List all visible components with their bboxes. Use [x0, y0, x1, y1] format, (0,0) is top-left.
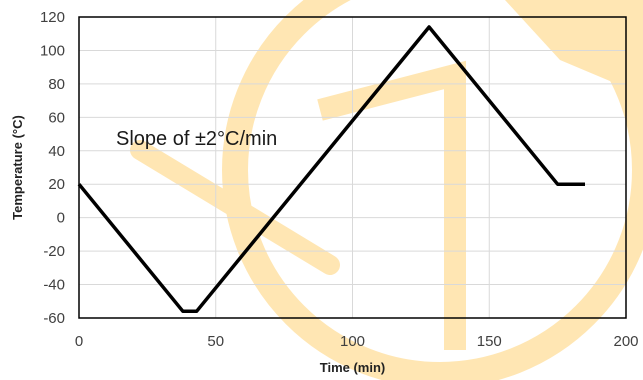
x-axis-tick-labels: 0 50 100 150 200 [75, 333, 639, 350]
y-tick-label: 40 [48, 143, 65, 160]
plot-area-frame [78, 16, 627, 319]
series-line [77, 25, 585, 314]
y-tick-label: -40 [43, 277, 65, 294]
y-tick-label: -20 [43, 243, 65, 260]
y-axis-title: Temperature (°C) [10, 115, 25, 220]
y-axis-tick-labels: -60 -40 -20 0 20 40 60 80 100 120 [40, 9, 65, 327]
x-tick-label: 150 [477, 333, 502, 350]
y-tick-label: 80 [48, 76, 65, 93]
y-tick-label: 100 [40, 42, 65, 59]
x-tick-label: 50 [207, 333, 224, 350]
data-series-line [77, 25, 585, 314]
slope-annotation: Slope of ±2°C/min [116, 128, 277, 150]
y-tick-label: 0 [57, 210, 65, 227]
x-tick-label: 100 [340, 333, 365, 350]
y-tick-label: 60 [48, 109, 65, 126]
y-tick-label: 20 [48, 176, 65, 193]
watermark-logo [130, 0, 643, 380]
x-tick-label: 200 [613, 333, 638, 350]
x-axis-title: Time (min) [320, 360, 386, 375]
y-tick-label: -60 [43, 310, 65, 327]
x-tick-label: 0 [75, 333, 83, 350]
y-tick-label: 120 [40, 9, 65, 26]
